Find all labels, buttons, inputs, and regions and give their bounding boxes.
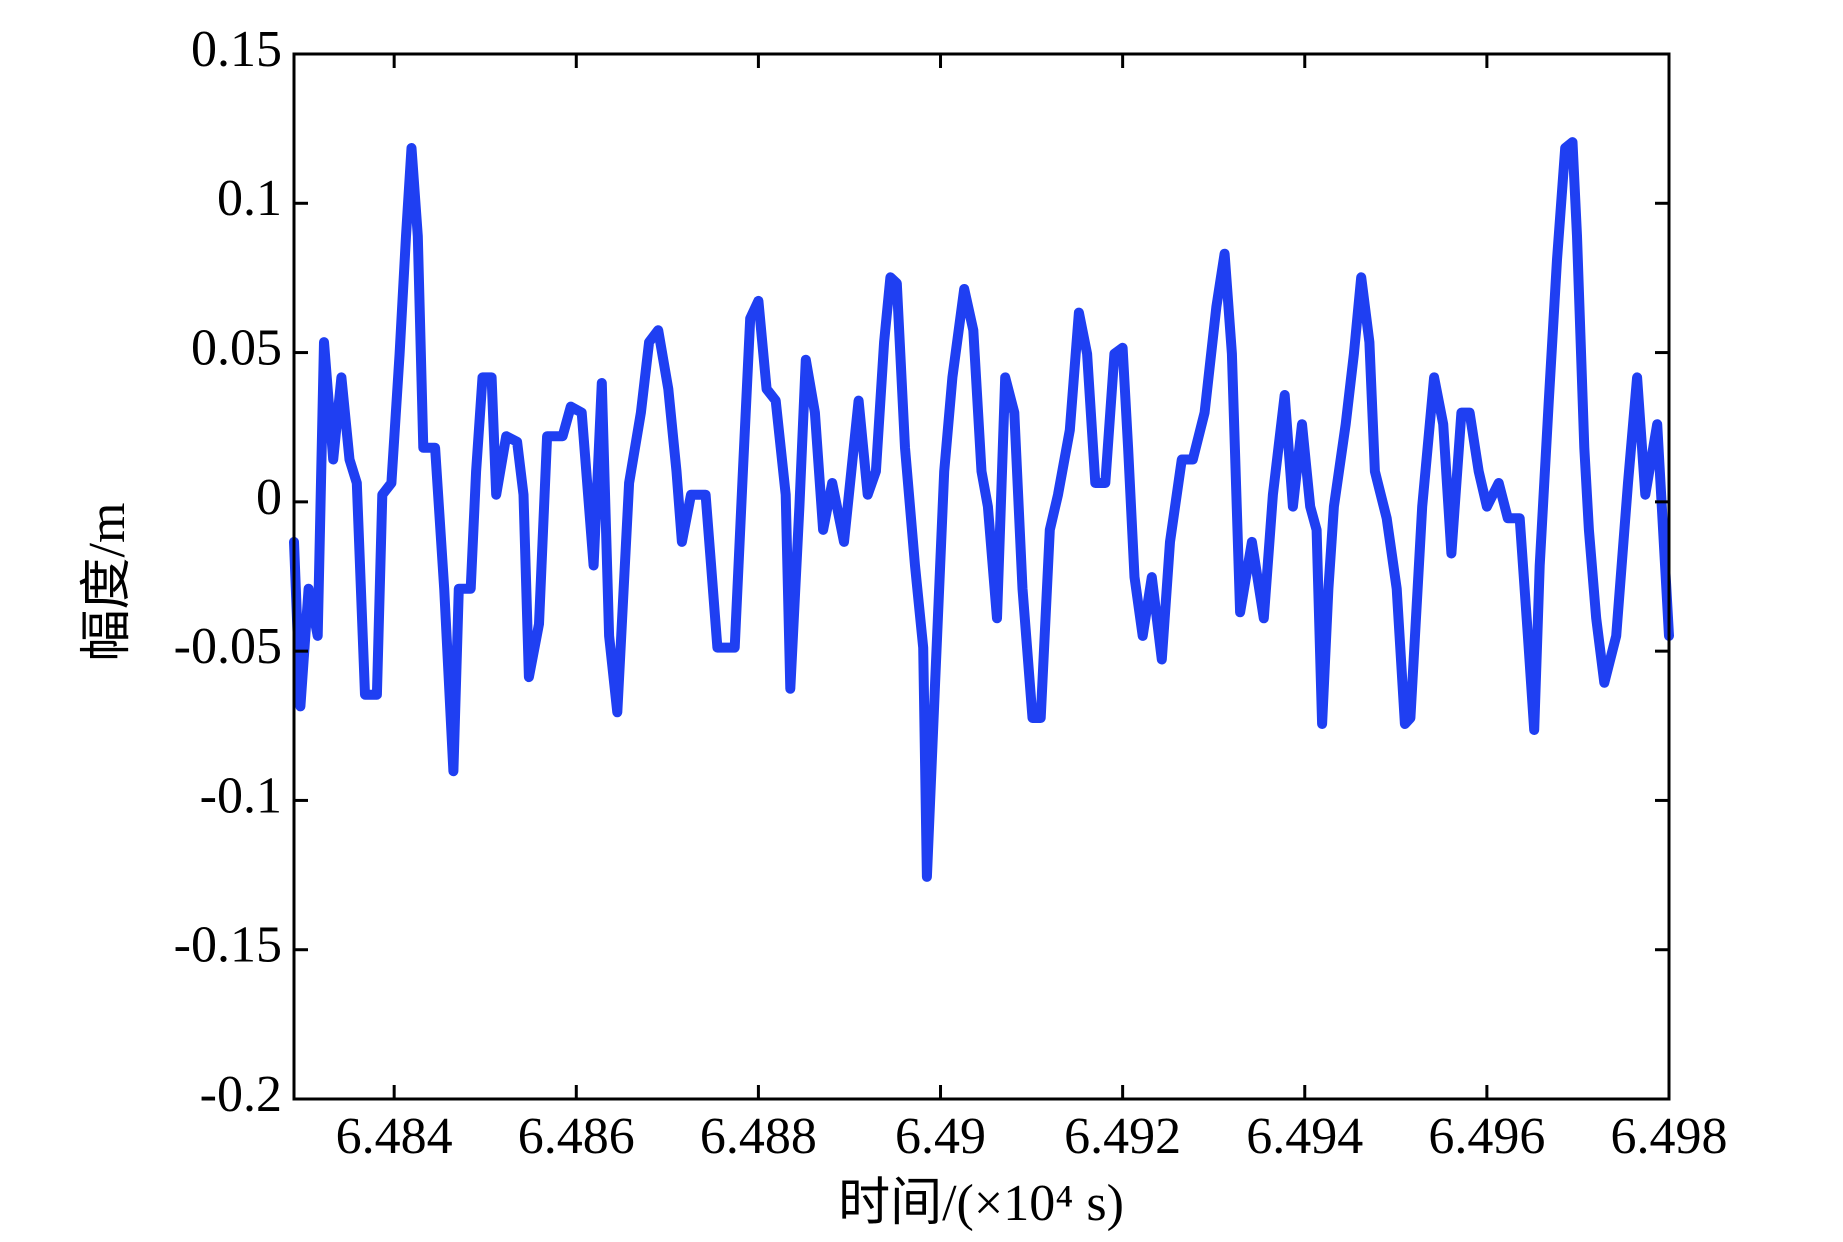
x-tick-label: 6.492 — [1064, 1108, 1181, 1165]
y-axis-label: 幅度/m — [79, 503, 136, 662]
x-tick-label: 6.498 — [1611, 1108, 1728, 1165]
x-tick-label: 6.49 — [895, 1108, 986, 1165]
x-tick-label: 6.486 — [518, 1108, 635, 1165]
y-tick-label: 0.05 — [191, 320, 282, 377]
x-tick-label: 6.484 — [336, 1108, 453, 1165]
x-tick-label: 6.496 — [1428, 1108, 1545, 1165]
y-tick-label: -0.15 — [174, 917, 282, 974]
x-axis-label: 时间/(×10⁴ s) — [838, 1175, 1124, 1232]
y-tick-label: 0.15 — [191, 21, 282, 78]
y-tick-label: 0 — [256, 469, 282, 526]
y-tick-label: -0.05 — [174, 618, 282, 675]
y-tick-label: -0.2 — [200, 1066, 282, 1123]
x-tick-label: 6.488 — [700, 1108, 817, 1165]
y-tick-label: -0.1 — [200, 767, 282, 824]
x-tick-label: 6.494 — [1246, 1108, 1363, 1165]
data-line — [289, 137, 1674, 882]
plot-frame — [292, 52, 1671, 1101]
y-tick-label: 0.1 — [217, 170, 282, 227]
